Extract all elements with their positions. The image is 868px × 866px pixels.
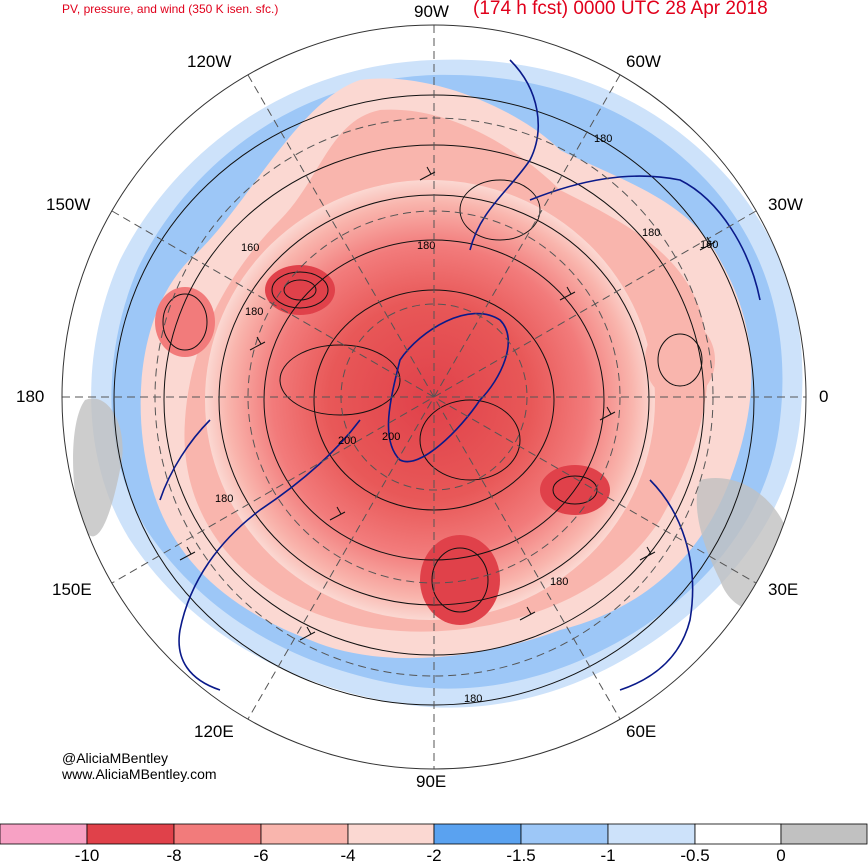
lon-label-120w: 120W (187, 52, 232, 71)
lon-label-90e: 90E (416, 772, 447, 791)
contour-label: 160 (241, 242, 259, 254)
coastlines (159, 59, 761, 691)
pv-max-2 (155, 287, 215, 357)
colorbar-tick: -4 (340, 846, 356, 865)
colorbar-swatch (173, 823, 262, 845)
lon-label-60e: 60E (626, 722, 657, 741)
lon-label-180: 180 (16, 387, 45, 406)
colorbar-swatch (780, 823, 868, 845)
colorbar (0, 823, 868, 845)
colorbar-tick: -10 (74, 846, 100, 865)
colorbar-tick: -1.5 (506, 846, 536, 865)
forecast-title: (174 h fcst) 0000 UTC 28 Apr 2018 (473, 0, 768, 19)
colorbar-swatch (260, 823, 349, 845)
colorbar-swatch (86, 823, 175, 845)
lat-lon-grid (62, 25, 806, 769)
contour-label: 180 (215, 493, 233, 505)
lon-label-60w: 60W (626, 52, 661, 71)
colorbar-swatch (433, 823, 522, 845)
contour-label: 180 (594, 133, 612, 145)
wind-barbs (179, 166, 716, 641)
lon-label-0: 0 (819, 387, 829, 406)
grey-patch-west (73, 398, 123, 537)
contour-label: 200 (382, 431, 400, 443)
lon-label-150e: 150E (52, 580, 92, 599)
contour-label: 180 (417, 240, 435, 252)
contour-label: 180 (464, 693, 482, 705)
colorbar-tick: 0 (776, 846, 786, 865)
map-subtitle: PV, pressure, and wind (350 K isen. sfc.… (62, 2, 279, 16)
colorbar-swatch (694, 823, 782, 845)
colorbar-tick: -1 (600, 846, 616, 865)
colorbar-swatch (607, 823, 696, 845)
contour-label: 180 (550, 576, 568, 588)
contour-label: 180 (245, 306, 263, 318)
contour-label-layer: 180 180 180 180 180 180 180 160 160 200 … (215, 133, 718, 705)
map-border (61, 24, 807, 770)
lon-label-120e: 120E (194, 722, 234, 741)
lon-label-150w: 150W (46, 195, 91, 214)
contour-label: 180 (642, 227, 660, 239)
contour-label: 160 (700, 239, 718, 251)
colorbar-swatch (520, 823, 609, 845)
contour-label: 200 (338, 435, 356, 447)
colorbar-swatch (347, 823, 435, 845)
lon-label-90w: 90W (414, 2, 449, 21)
lon-label-30w: 30W (768, 195, 803, 214)
lon-label-30e: 30E (768, 580, 799, 599)
colorbar-tick: -2 (426, 846, 442, 865)
credit-handle: @AliciaMBentley (62, 750, 169, 766)
credit-website: www.AliciaMBentley.com (62, 766, 217, 782)
pv-max-1 (265, 265, 335, 315)
map-field: 180 180 180 180 180 180 180 160 160 200 … (62, 25, 806, 769)
colorbar-tick: -0.5 (680, 846, 710, 865)
colorbar-tick: -8 (166, 846, 182, 865)
colorbar-tick: -6 (253, 846, 269, 865)
colorbar-swatch (0, 823, 88, 845)
pv-max-3 (645, 320, 715, 400)
